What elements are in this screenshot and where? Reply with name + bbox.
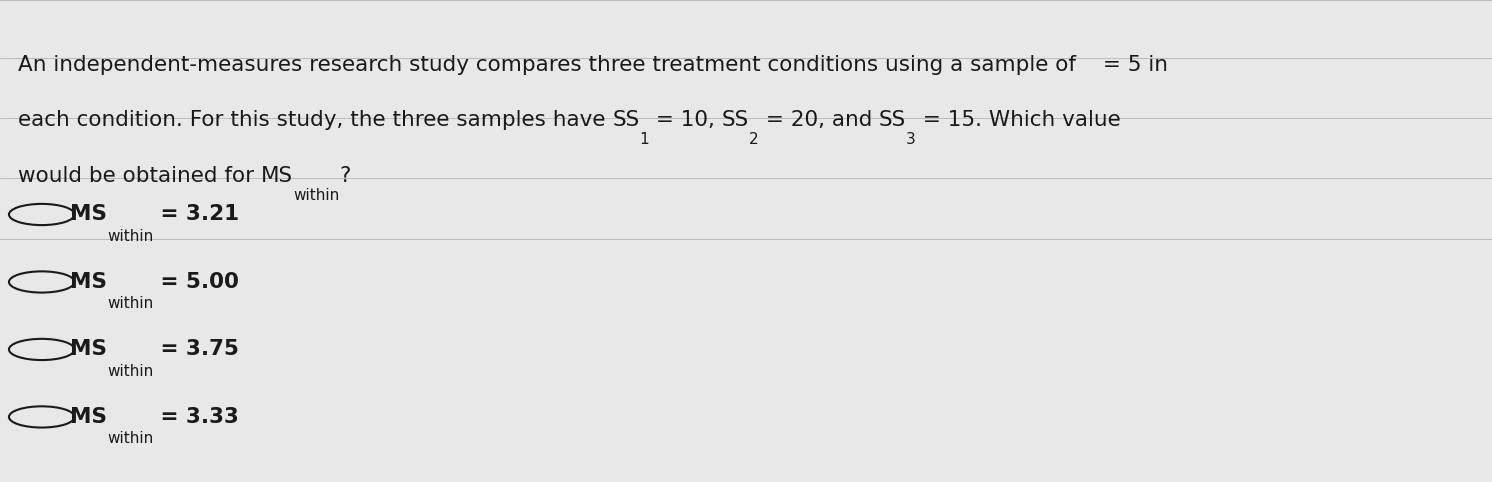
Text: MS: MS — [70, 407, 107, 427]
Text: = 3.21: = 3.21 — [154, 204, 240, 225]
Text: MS: MS — [70, 339, 107, 360]
Text: = 20, and: = 20, and — [759, 110, 879, 131]
Text: 3: 3 — [906, 132, 916, 147]
Text: MS: MS — [70, 272, 107, 292]
Text: = 15. Which value: = 15. Which value — [916, 110, 1120, 131]
Text: within: within — [107, 296, 154, 311]
Text: SS: SS — [879, 110, 906, 131]
Text: 1: 1 — [640, 132, 649, 147]
Text: = 10,: = 10, — [649, 110, 722, 131]
Text: = 3.33: = 3.33 — [154, 407, 239, 427]
Text: 2: 2 — [749, 132, 759, 147]
Text: An independent-measures research study compares three treatment conditions using: An independent-measures research study c… — [18, 55, 1083, 75]
Text: within: within — [107, 363, 154, 379]
Text: SS: SS — [722, 110, 749, 131]
Text: within: within — [107, 431, 154, 446]
Text: ?: ? — [339, 166, 351, 186]
Text: each condition. For this study, the three samples have: each condition. For this study, the thre… — [18, 110, 612, 131]
Text: within: within — [107, 228, 154, 244]
Text: would be obtained for: would be obtained for — [18, 166, 261, 186]
Text: SS: SS — [612, 110, 640, 131]
Text: MS: MS — [261, 166, 292, 186]
Text: = 3.75: = 3.75 — [154, 339, 239, 360]
Text: = 5 in: = 5 in — [1097, 55, 1168, 75]
Text: MS: MS — [70, 204, 107, 225]
Text: within: within — [292, 187, 339, 203]
Text: = 5.00: = 5.00 — [154, 272, 239, 292]
